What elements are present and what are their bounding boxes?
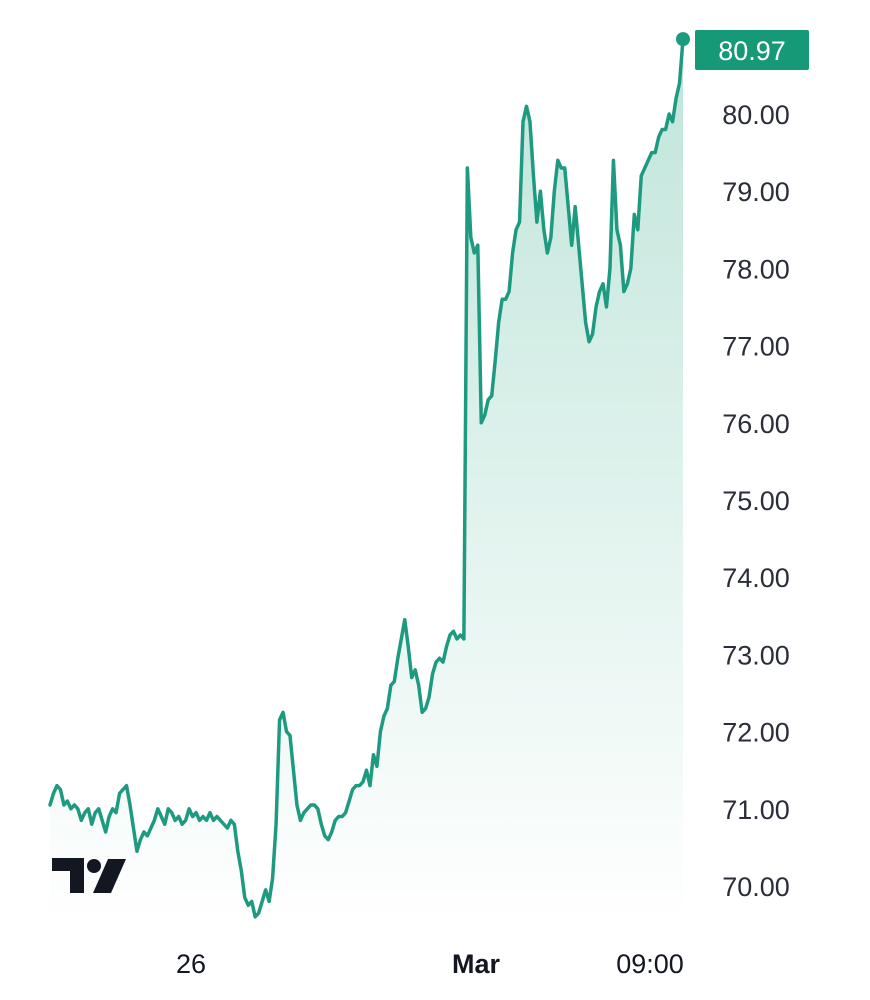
y-tick-label: 72.00 xyxy=(722,718,790,748)
price-line xyxy=(48,37,685,919)
price-area-fill xyxy=(50,39,683,925)
y-tick-label: 80.00 xyxy=(722,100,790,130)
last-price-label: 80.97 xyxy=(695,30,809,70)
x-tick-label: Mar xyxy=(452,949,501,979)
y-tick-label: 75.00 xyxy=(722,486,790,516)
last-price-label-text: 80.97 xyxy=(718,36,786,66)
y-tick-label: 77.00 xyxy=(722,332,790,362)
y-axis: 80.00 79.00 78.00 77.00 76.00 75.00 74.00 73.00… xyxy=(722,100,790,902)
y-tick-label: 71.00 xyxy=(722,795,790,825)
x-axis: 26 Mar 09:00 xyxy=(176,949,684,979)
x-tick-label: 09:00 xyxy=(616,949,684,979)
y-tick-label: 79.00 xyxy=(722,177,790,207)
last-price-label-bg xyxy=(695,30,809,70)
x-tick-label: 26 xyxy=(176,949,206,979)
y-tick-label: 70.00 xyxy=(722,872,790,902)
y-tick-label: 74.00 xyxy=(722,563,790,593)
y-tick-label: 78.00 xyxy=(722,254,790,284)
y-tick-label: 73.00 xyxy=(722,640,790,670)
tradingview-logo-icon xyxy=(52,858,126,893)
y-tick-label: 76.00 xyxy=(722,409,790,439)
last-price-dot xyxy=(676,32,690,47)
